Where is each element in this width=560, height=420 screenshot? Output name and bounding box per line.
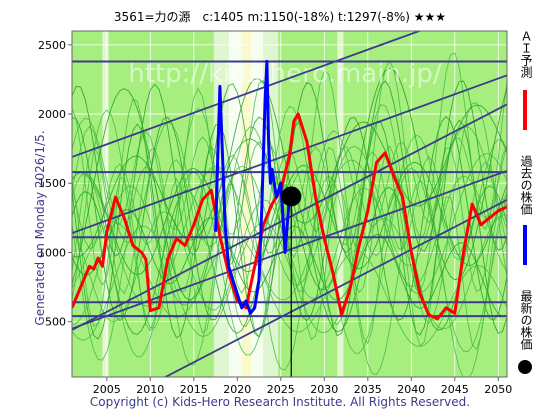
x-tick-label: 2040 (397, 383, 425, 396)
green-projection-line (72, 145, 507, 295)
plot-frame (71, 30, 508, 378)
background-band (241, 31, 252, 377)
green-projection-line (72, 102, 507, 329)
x-tick-label: 2030 (310, 383, 338, 396)
x-tick-label: 2025 (267, 383, 295, 396)
x-tick-label: 2050 (484, 383, 512, 396)
watermark-text: http://kids-hero.main.jp/ (128, 59, 442, 89)
trend-channel-line (163, 199, 507, 377)
y-tick-label: 1500 (38, 177, 66, 190)
y-tick-label: 2000 (38, 108, 66, 121)
past-price-series-line (214, 59, 291, 315)
green-projection-line (72, 126, 507, 326)
x-tick-label: 2020 (223, 383, 251, 396)
green-projection-line (72, 175, 507, 323)
x-tick-label: 2005 (93, 383, 121, 396)
latest-price-marker (281, 186, 302, 207)
legend-label: 最新の株価 (519, 290, 533, 350)
green-projection-line (72, 221, 507, 347)
copyright-notice: Copyright (c) Kids-Hero Research Institu… (89, 395, 471, 409)
y-tick-label: 500 (45, 316, 66, 329)
y-tick-label: 1000 (38, 246, 66, 259)
green-projection-line (72, 116, 507, 322)
x-tick-label: 2015 (180, 383, 208, 396)
trend-channel-line (72, 169, 507, 330)
trend-channels (72, 31, 507, 377)
x-tick-label: 2035 (354, 383, 382, 396)
y-axis-ticks: 500 1000 1500 2000 2500 (38, 39, 72, 329)
green-projection-line (72, 165, 507, 377)
x-tick-label: 2045 (441, 383, 469, 396)
green-projection-line (72, 209, 507, 318)
legend-label: ＡＩ予測 (519, 30, 533, 78)
trend-channel-line (72, 103, 507, 331)
legend-swatch (523, 225, 527, 265)
legend-swatch (523, 90, 527, 130)
generated-date-note: Generated on Monday 2026/1/5. (33, 130, 47, 326)
y-tick-label: 2500 (38, 39, 66, 52)
green-projection-line (72, 214, 507, 341)
legend-label: 過去の株価 (519, 155, 533, 215)
chart-title: 3561=力の源 c:1405 m:1150(-18%) t:1297(-8%)… (113, 10, 447, 24)
x-axis-ticks: 2005 2010 2015 2020 2025 2030 2035 2040 2045 2050 (93, 377, 512, 396)
x-tick-label: 2010 (136, 383, 164, 396)
series (72, 59, 507, 321)
green-projection-line (72, 80, 507, 257)
green-projection-line (72, 67, 507, 301)
legend-swatch (518, 360, 532, 374)
trend-channel-line (72, 31, 422, 158)
